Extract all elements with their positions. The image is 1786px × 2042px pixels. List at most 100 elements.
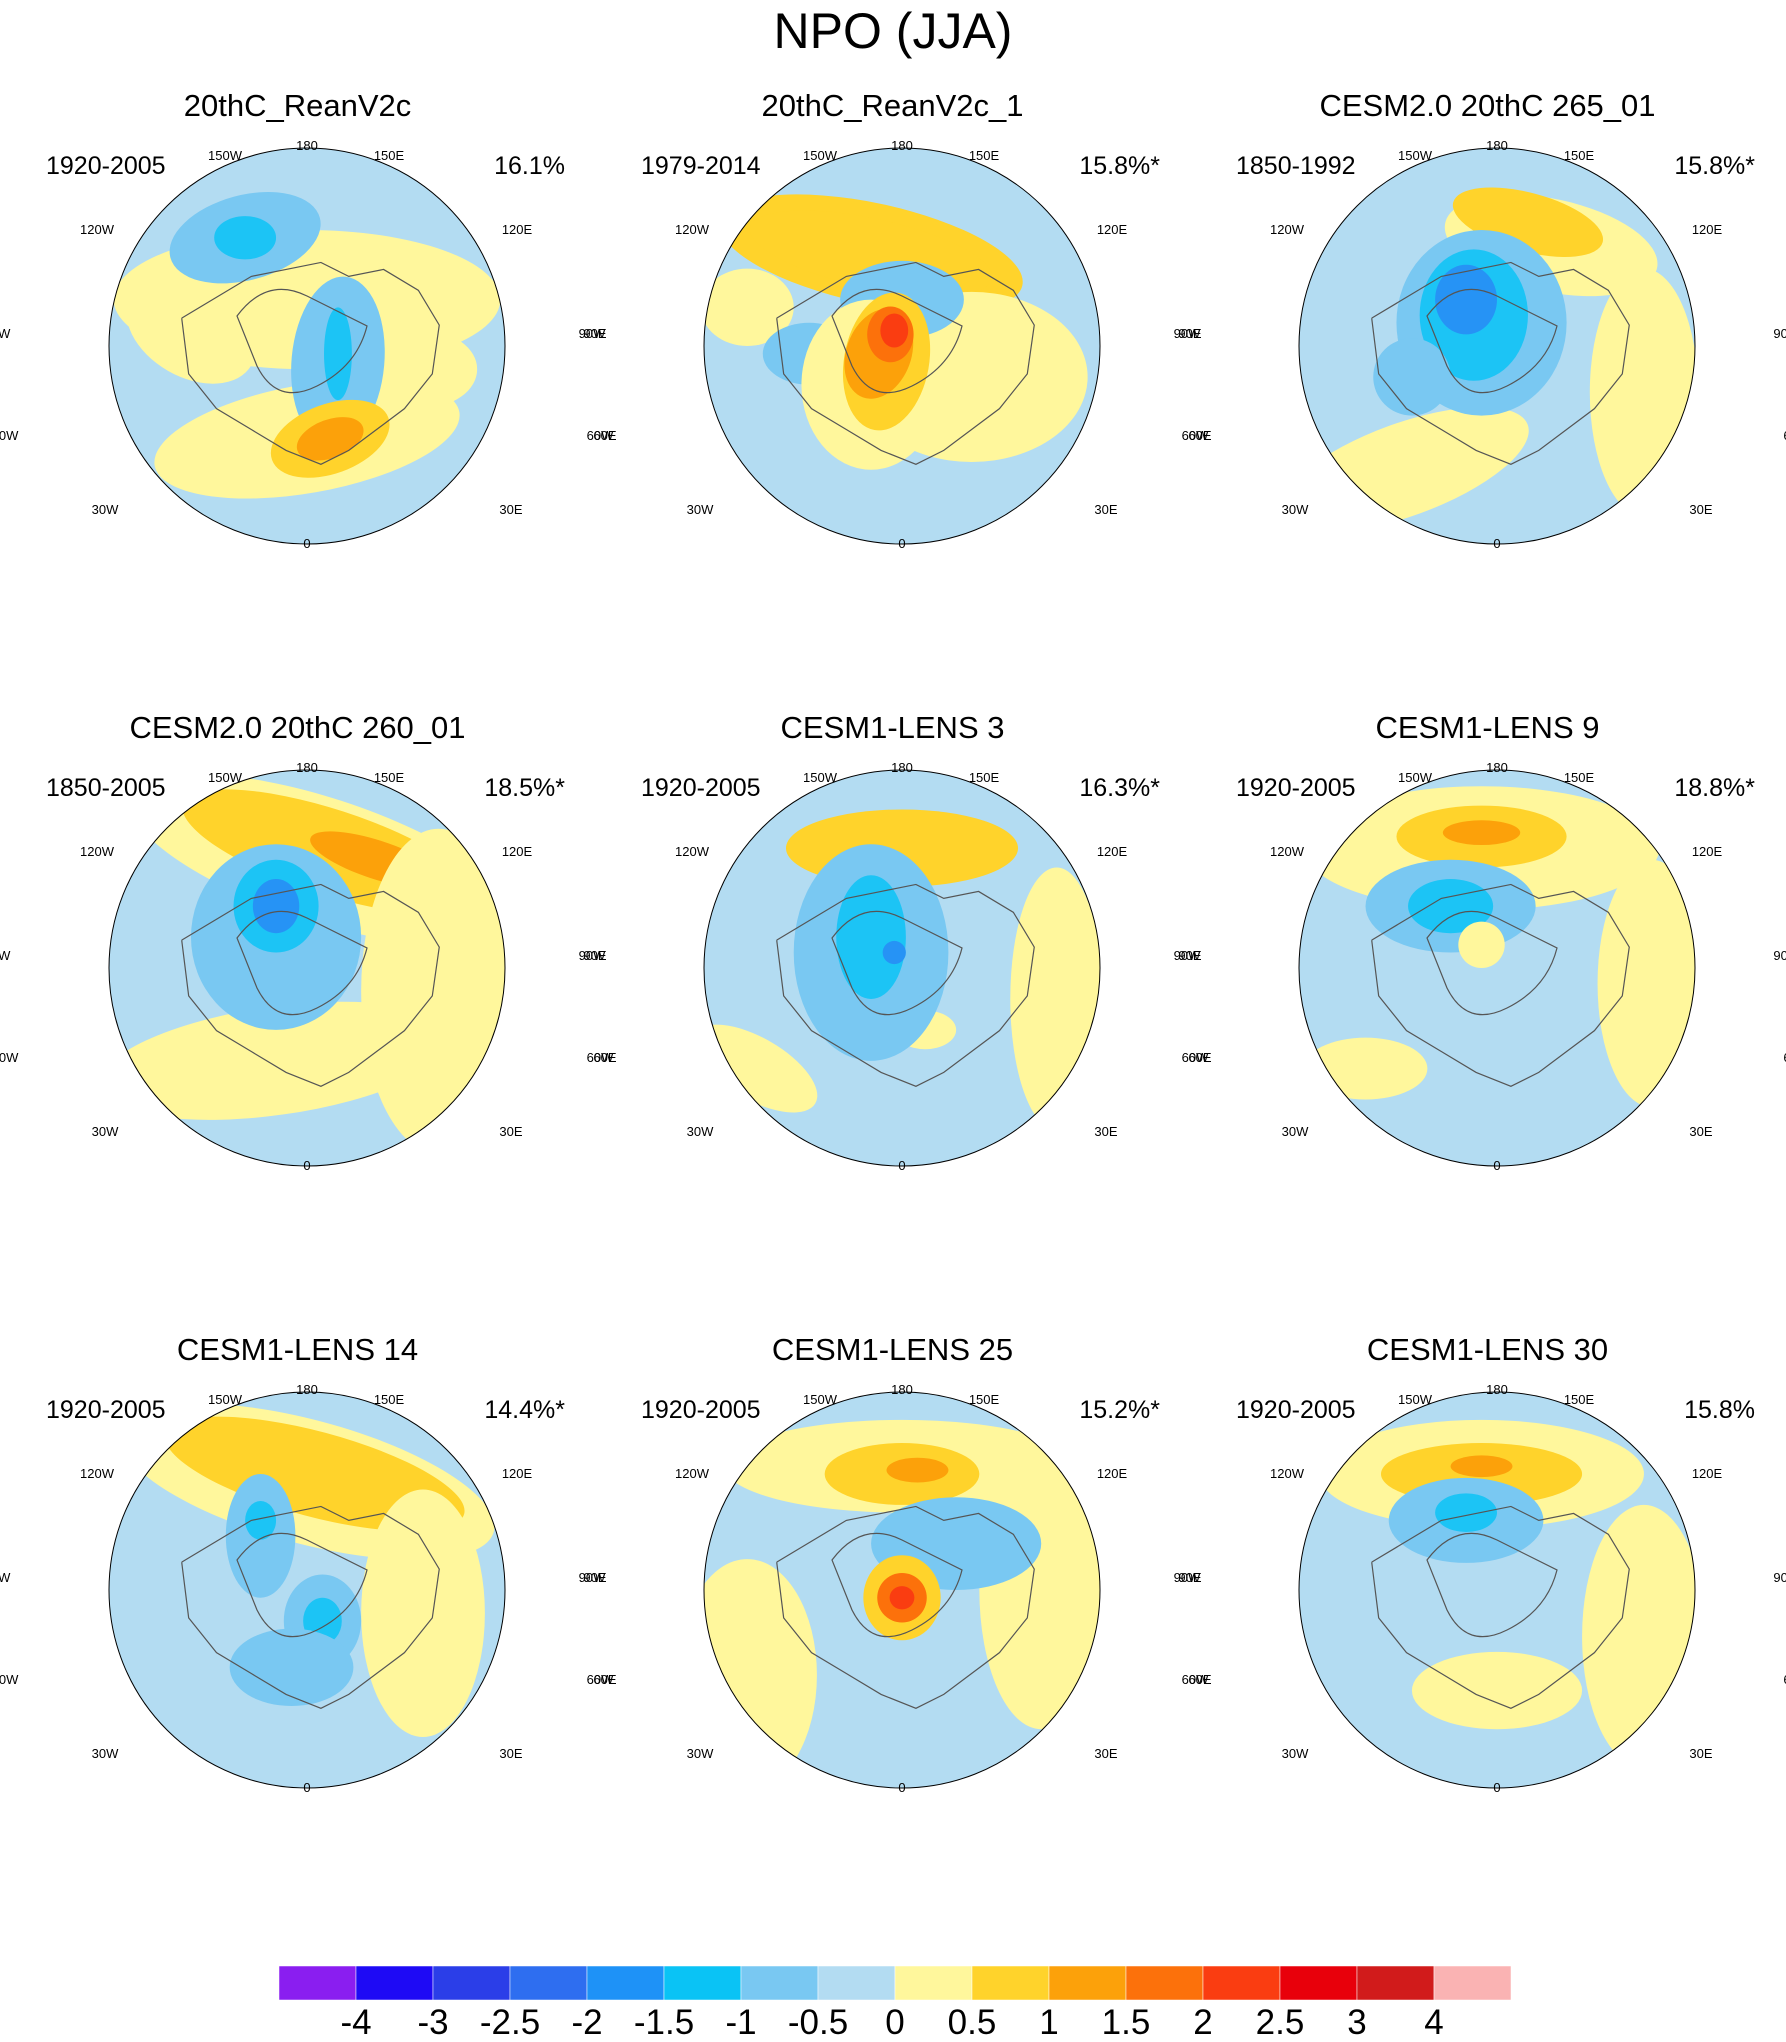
longitude-label: 150W [1398,1392,1433,1407]
panel-title: 20thC_ReanV2c [183,88,412,123]
longitude-label: 60E [1783,1050,1786,1065]
figure-title: NPO (JJA) [773,3,1013,59]
map-panel: CESM2.0 20thC 265_01 1850-1992 15.8%* 180 15… [1174,0,1786,620]
longitude-label: 90W [579,948,606,963]
longitude-label: 90W [579,326,606,341]
longitude-label: 30W [92,502,119,517]
colorbar-tick-label: -0.5 [787,2003,849,2042]
panel-variance: 16.3%* [1079,774,1160,802]
panel-title: CESM1-LENS 3 [780,710,1005,745]
map-border [1298,769,1696,1167]
colorbar-tick-label: 0.5 [947,2003,997,2042]
longitude-label: 180 [296,760,318,775]
panel-variance: 15.2%* [1079,1396,1160,1424]
longitude-label: 90E [1773,1570,1786,1585]
map-border [703,1391,1101,1789]
longitude-label: 60E [593,428,616,443]
panel-period: 1920-2005 [46,1396,166,1424]
longitude-label: 180 [296,1382,318,1397]
coastline [1371,261,1630,465]
panel-period: 1920-2005 [1236,774,1356,802]
colorbar-swatch [1202,1966,1281,2000]
colorbar-tick-label: -4 [340,2003,372,2042]
anomaly-contour [214,216,277,260]
colorbar-tick-label: -2.5 [479,2003,541,2042]
colorbar-tick-label: 2.5 [1255,2003,1305,2042]
map-border [1298,147,1696,545]
panel-variance: 14.4%* [484,1396,565,1424]
coastline [1426,910,1558,1016]
longitude-label: 90E [583,326,606,341]
longitude-label: 0 [1493,1158,1500,1173]
panel-title: CESM1-LENS 14 [176,1332,419,1367]
longitude-label: 0 [898,1158,905,1173]
map-panel: CESM1-LENS 30 1920-2005 15.8% 180 150W 150E 12… [1174,1244,1786,1864]
longitude-label: 120W [80,222,115,237]
longitude-label: 30W [92,1124,119,1139]
anomaly-contour [245,1501,277,1540]
longitude-label: 150W [803,148,838,163]
longitude-label: 30E [1094,502,1117,517]
coastline [831,288,963,394]
longitude-label: 60W [587,1050,614,1065]
longitude-label: 180 [1486,138,1508,153]
longitude-label: 90E [1178,326,1201,341]
anomaly-contour [1303,1037,1428,1100]
longitude-label: 60W [0,1672,19,1687]
panel-title: 20thC_ReanV2c_1 [761,88,1024,123]
panel-period: 1979-2014 [641,152,761,180]
longitude-label: 90W [1174,948,1201,963]
longitude-label: 150E [969,148,1000,163]
colorbar-tick-label: 2 [1193,2003,1213,2042]
map-border [703,769,1101,1167]
map-border [1298,1391,1696,1789]
panel-title: CESM1-LENS 9 [1375,710,1600,745]
colorbar-tick-label: 4 [1424,2003,1444,2042]
longitude-label: 60E [1188,1050,1211,1065]
colorbar-swatch [355,1966,434,2000]
anomaly-contour [1582,1504,1695,1768]
panel-period: 1850-2005 [46,774,166,802]
colorbar-swatch [1048,1966,1127,2000]
colorbar [279,1966,1511,2000]
longitude-label: 150W [208,148,243,163]
coastline [776,261,1035,465]
coastline [181,1505,440,1709]
longitude-label: 90E [1178,948,1201,963]
anomaly-contour [361,828,505,1154]
longitude-label: 150E [374,1392,405,1407]
longitude-label: 120W [675,1466,710,1481]
longitude-label: 150E [1564,148,1595,163]
colorbar-swatch [279,1966,357,2000]
longitude-label: 120W [1270,222,1305,237]
anomaly-contour [368,330,478,408]
anomaly-contour [1442,820,1521,846]
anomaly-contour [1458,921,1505,968]
panel-title: CESM1-LENS 25 [771,1332,1014,1367]
colorbar-swatch [1125,1966,1204,2000]
longitude-label: 60W [0,428,19,443]
anomaly-contour [1450,1455,1513,1478]
longitude-label: 90E [583,948,606,963]
anomaly-contour [704,1024,818,1113]
panel-variance: 15.8%* [1079,152,1160,180]
longitude-label: 120E [1097,844,1128,859]
colorbar-swatch [817,1966,896,2000]
longitude-label: 120W [80,1466,115,1481]
anomaly-contour [1597,859,1695,1108]
longitude-label: 120E [1097,1466,1128,1481]
longitude-label: 180 [891,138,913,153]
coastline [236,288,368,394]
colorbar-swatch [432,1966,511,2000]
anomaly-contour [324,307,352,401]
anomaly-contour [836,875,906,999]
longitude-label: 120W [80,844,115,859]
coastline [1371,883,1630,1087]
panel-title: CESM2.0 20thC 260_01 [129,710,466,745]
coastline [1426,288,1558,394]
colorbar-swatch [1279,1966,1358,2000]
